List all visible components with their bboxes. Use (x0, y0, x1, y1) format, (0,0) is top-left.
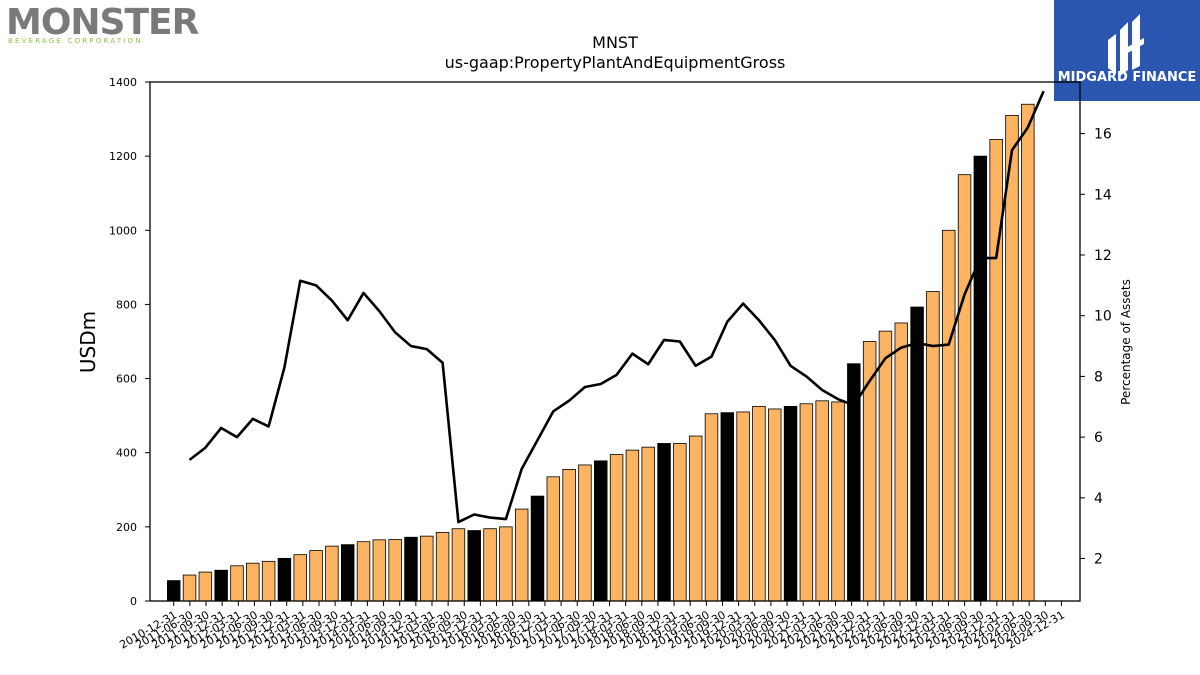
y2-tick-label: 14 (1094, 187, 1112, 203)
bar (688, 435, 703, 602)
bar (910, 306, 924, 602)
bar (957, 174, 972, 602)
y2-tick-label: 8 (1094, 369, 1103, 385)
bar (483, 528, 497, 602)
bar (261, 560, 276, 602)
monster-logo-subtitle: BEVERAGE CORPORATION (8, 37, 143, 45)
bar (1021, 103, 1035, 602)
bar (831, 401, 845, 602)
bar (926, 291, 940, 602)
bar (388, 539, 402, 602)
bars (166, 103, 1035, 602)
bar (942, 229, 956, 602)
bar (799, 403, 814, 602)
midgard-mark-icon (1108, 14, 1144, 76)
y2-tick-label: 4 (1094, 491, 1103, 507)
bar (783, 405, 798, 602)
bar (467, 530, 481, 602)
bar (435, 532, 450, 602)
midgard-logo-text: MIDGARD FINANCE (1058, 70, 1197, 85)
axes (149, 81, 1081, 602)
bar (230, 565, 244, 602)
midgard-logo: MIDGARD FINANCE (1054, 0, 1200, 101)
bar (451, 528, 466, 602)
bar (372, 539, 387, 602)
bar (736, 411, 750, 602)
bar (309, 550, 323, 602)
bar (499, 526, 513, 602)
bar (420, 535, 434, 602)
bar (166, 580, 181, 602)
bar (214, 569, 228, 602)
bar (704, 413, 719, 602)
bar (514, 508, 529, 602)
monster-logo: MONSTER BEVERAGE CORPORATION (6, 2, 200, 45)
y-tick-label: 1000 (109, 224, 137, 237)
y-tick-label: 200 (116, 521, 137, 534)
bar (673, 443, 687, 602)
y-ticks: 0 200 400 600 800 1000 1200 1400 (109, 76, 150, 608)
bar (768, 408, 782, 602)
bar (625, 449, 640, 602)
bar (246, 562, 260, 602)
y2-axis-label: Percentage of Assets (1119, 279, 1133, 405)
y-tick-label: 800 (116, 298, 137, 311)
bar (546, 476, 561, 602)
y-tick-label: 1400 (109, 76, 137, 89)
bar (340, 544, 355, 602)
bar (182, 574, 197, 602)
y-tick-label: 600 (116, 373, 137, 386)
y2-ticks: 2 4 6 8 10 12 14 16 (1080, 127, 1112, 568)
percentage-line-layer (188, 90, 1045, 524)
y2-tick-label: 2 (1094, 552, 1103, 568)
bar (894, 322, 909, 602)
y2-tick-label: 12 (1094, 248, 1112, 264)
x-ticks: 2010-12-312011-06-302011-09-302011-12-31… (117, 601, 1067, 652)
y-tick-label: 0 (130, 595, 137, 608)
bar (293, 554, 307, 602)
chart-title: MNST (592, 33, 638, 52)
y2-tick-label: 16 (1094, 127, 1112, 143)
y2-tick-label: 6 (1094, 430, 1103, 446)
bar (609, 454, 624, 602)
percentage-line (188, 90, 1045, 524)
bar (594, 460, 608, 602)
y2-tick-label: 10 (1094, 309, 1112, 325)
bar (578, 464, 592, 602)
bar (641, 446, 655, 602)
bar (752, 405, 766, 602)
bar (198, 571, 213, 602)
bar (989, 139, 1003, 602)
bar (356, 541, 371, 602)
bar (562, 468, 576, 602)
bar (404, 536, 418, 602)
chart-subtitle: us-gaap:PropertyPlantAndEquipmentGross (445, 53, 786, 72)
y-tick-label: 1200 (109, 150, 137, 163)
bar (530, 495, 545, 602)
bar (325, 545, 339, 602)
monster-logo-text: MONSTER (6, 2, 199, 43)
plot-frame (149, 81, 1081, 602)
y-axis-label: USDm (76, 311, 100, 373)
bar (657, 443, 671, 602)
y-tick-label: 400 (116, 447, 137, 460)
bar (973, 155, 988, 602)
bar (277, 557, 292, 602)
bar (720, 412, 735, 602)
bar (878, 330, 893, 602)
bar (815, 400, 829, 602)
